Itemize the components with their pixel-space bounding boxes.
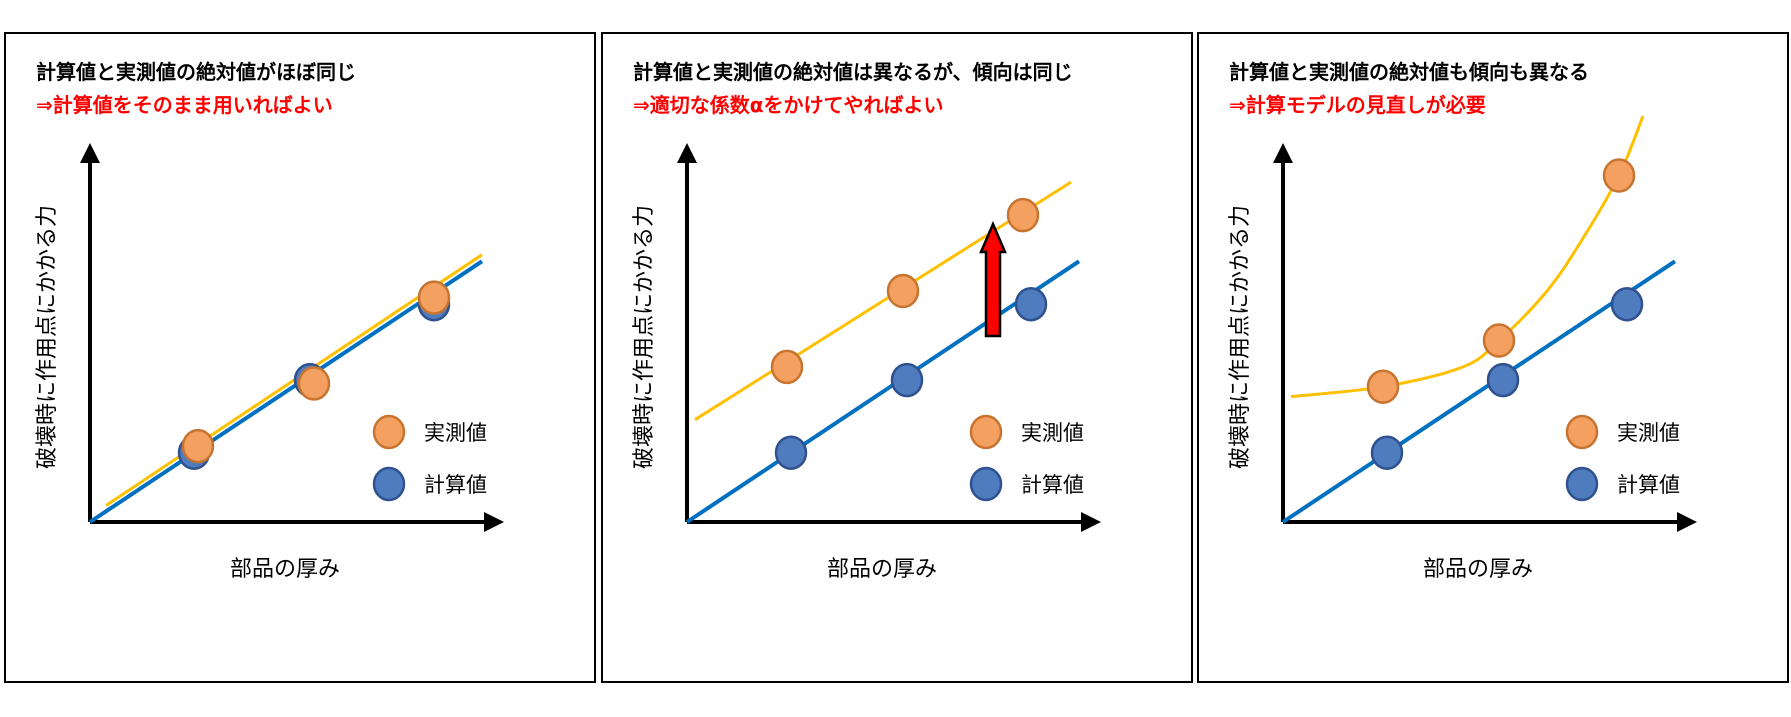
legend-marker-calculated <box>1565 466 1599 502</box>
data-point-calculated <box>1486 362 1520 398</box>
data-point-measured <box>297 366 331 401</box>
chart-panel-3: 計算値と実測値の絶対値も傾向も異なる ⇒計算モデルの見直しが必要部品の厚み 破壊時に… <box>1197 32 1789 683</box>
legend-label-calculated: 計算値 <box>424 473 487 497</box>
data-point-calculated <box>774 435 808 470</box>
legend-label-measured: 実測値 <box>424 421 487 445</box>
legend-label-calculated: 計算値 <box>1617 473 1680 497</box>
legend-marker-measured <box>969 414 1003 450</box>
chart-panel-1: 計算値と実測値の絶対値がほぼ同じ ⇒計算値をそのまま用いればよい部品の厚み 破壊時に… <box>4 32 596 683</box>
y-axis-label: 破壊時に作用点にかかる力 <box>632 205 657 469</box>
fit-line-measured <box>1290 115 1645 399</box>
data-point-measured <box>1482 323 1516 358</box>
y-axis-label: 破壊時に作用点にかかる力 <box>1228 205 1253 469</box>
legend-marker-calculated <box>372 466 406 502</box>
chart-2-svg: 計算値と実測値の絶対値は異なるが、傾向は同じ ⇒適切な係数αをかけてやればよい部品… <box>632 60 1101 582</box>
data-point-measured <box>770 349 804 385</box>
fit-line-calculated <box>685 259 1081 524</box>
legend-label-measured: 実測値 <box>1617 421 1680 445</box>
data-point-calculated <box>1370 435 1404 470</box>
data-point-measured <box>886 273 920 309</box>
legend-label-calculated: 計算値 <box>1021 473 1084 497</box>
x-axis-label: 部品の厚み <box>230 557 340 582</box>
data-point-calculated <box>890 362 924 398</box>
chart-title: 計算値と実測値の絶対値も傾向も異なる <box>1229 60 1589 84</box>
legend-marker-measured <box>372 414 406 450</box>
chart-subtitle: ⇒計算値をそのまま用いればよい <box>36 93 333 117</box>
chart-panel-2: 計算値と実測値の絶対値は異なるが、傾向は同じ ⇒適切な係数αをかけてやればよい部品… <box>601 32 1193 683</box>
x-axis-label: 部品の厚み <box>1423 557 1533 582</box>
chart-title: 計算値と実測値の絶対値がほぼ同じ <box>36 60 356 84</box>
chart-subtitle: ⇒適切な係数αをかけてやればよい <box>633 93 944 117</box>
y-axis-label: 破壊時に作用点にかかる力 <box>35 205 60 469</box>
data-point-measured <box>1006 197 1040 233</box>
fit-line-calculated <box>1281 259 1677 524</box>
data-point-measured <box>1366 369 1400 404</box>
data-point-measured <box>417 280 451 315</box>
legend-marker-calculated <box>969 466 1003 502</box>
chart-title: 計算値と実測値の絶対値は異なるが、傾向は同じ <box>633 60 1073 84</box>
data-point-measured <box>1602 158 1636 193</box>
shift-arrow-icon <box>979 220 1007 338</box>
data-point-calculated <box>1014 286 1048 322</box>
data-point-calculated <box>1610 286 1644 322</box>
legend-marker-measured <box>1565 414 1599 450</box>
chart-subtitle: ⇒計算モデルの見直しが必要 <box>1229 93 1486 117</box>
legend-label-measured: 実測値 <box>1021 421 1084 445</box>
fit-line-calculated <box>88 259 484 524</box>
x-axis-label: 部品の厚み <box>827 557 937 582</box>
data-point-measured <box>181 428 215 464</box>
